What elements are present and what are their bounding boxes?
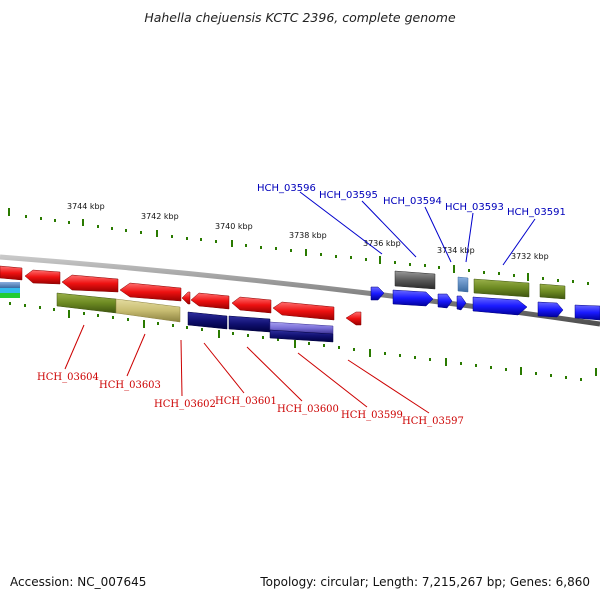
gene-block-steel <box>457 276 469 293</box>
bottom-label-leaders <box>64 324 430 414</box>
scale-label-3742: 3742 kbp <box>141 212 179 221</box>
scale-label-3738: 3738 kbp <box>289 231 327 240</box>
scale-label-3740: 3740 kbp <box>215 222 253 231</box>
gene-arrow <box>370 286 385 301</box>
gene-label-hch-03601: HCH_03601 <box>215 396 277 407</box>
gene-label-hch-03597: HCH_03597 <box>402 416 464 427</box>
gene-label-hch-03602: HCH_03602 <box>154 399 216 410</box>
gene-arrow <box>231 296 272 314</box>
scale-labels: 3744 kbp 3742 kbp 3740 kbp 3738 kbp 3736… <box>67 202 549 261</box>
forward-strand-blocks <box>394 270 566 300</box>
scale-label-3734: 3734 kbp <box>437 246 475 255</box>
gene-label-hch-03599: HCH_03599 <box>341 410 403 421</box>
topology-text: Topology: circular; Length: 7,215,267 bp… <box>260 575 590 589</box>
gene-arrow <box>61 274 119 293</box>
gene-label-hch-03600: HCH_03600 <box>277 404 339 415</box>
gene-arrow <box>190 292 230 310</box>
scale-label-3732: 3732 kbp <box>511 252 549 261</box>
lower-scale-ticks <box>9 302 597 381</box>
gene-arrow <box>345 311 362 326</box>
scale-label-3744: 3744 kbp <box>67 202 105 211</box>
gene-label-hch-03594: HCH_03594 <box>383 196 442 207</box>
gene-label-hch-03593: HCH_03593 <box>445 202 504 213</box>
gene-arrow <box>24 269 61 285</box>
map-title: Hahella chejuensis KCTC 2396, complete g… <box>144 10 456 25</box>
gene-block-navy <box>187 311 228 330</box>
gene-block-olive <box>539 283 566 300</box>
gene-arrow <box>456 295 467 311</box>
gene-label-hch-03596: HCH_03596 <box>257 183 316 194</box>
gene-block-khaki <box>115 298 181 323</box>
edge-features-left <box>0 282 20 298</box>
bottom-gene-labels: HCH_03604 HCH_03603 HCH_03602 HCH_03601 … <box>37 372 464 427</box>
upper-scale-ticks <box>8 208 589 285</box>
gene-label-hch-03603: HCH_03603 <box>99 380 161 391</box>
gene-label-hch-03595: HCH_03595 <box>319 190 378 201</box>
gene-block-olive <box>473 278 530 298</box>
gene-block-navy <box>269 329 334 343</box>
gene-arrow <box>472 296 528 316</box>
top-gene-labels: HCH_03596 HCH_03595 HCH_03594 HCH_03593 … <box>257 183 566 218</box>
gene-block-olive <box>56 292 117 314</box>
accession-text: Accession: NC_007645 <box>10 575 147 589</box>
gene-arrow <box>119 282 182 302</box>
gene-block-navy <box>228 315 271 333</box>
gene-arrow <box>392 289 434 307</box>
gene-label-hch-03604: HCH_03604 <box>37 372 99 383</box>
reverse-strand-blocks <box>56 292 334 343</box>
gene-arrow <box>437 293 453 309</box>
gene-arrow <box>0 265 23 281</box>
scale-label-3736: 3736 kbp <box>363 239 401 248</box>
gene-arrow <box>272 301 335 321</box>
reverse-strand-genes <box>0 265 362 326</box>
gene-arrow <box>181 291 191 305</box>
top-label-leaders <box>299 191 536 266</box>
gene-arrow <box>537 301 564 318</box>
gene-arrow <box>574 304 600 321</box>
forward-strand-genes <box>370 286 600 321</box>
gene-block-gray <box>394 270 436 290</box>
gene-label-hch-03591: HCH_03591 <box>507 207 566 218</box>
